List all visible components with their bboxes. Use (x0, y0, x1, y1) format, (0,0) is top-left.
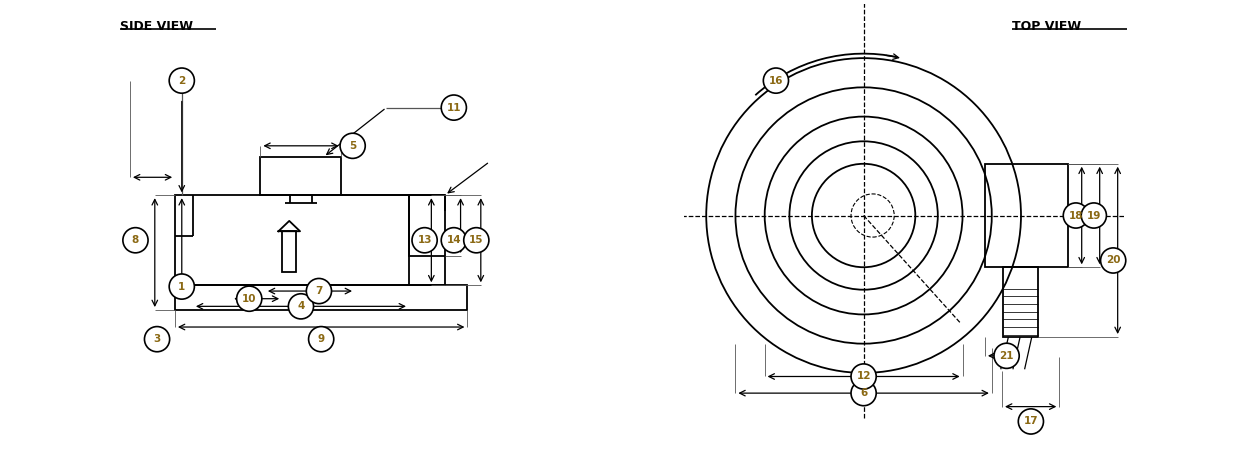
Circle shape (144, 327, 170, 352)
Text: 3: 3 (154, 334, 160, 344)
Text: 16: 16 (768, 76, 783, 86)
Bar (175, 195, 408, 285)
Circle shape (1019, 409, 1044, 434)
Bar (282, 231, 297, 272)
Circle shape (851, 364, 876, 389)
Circle shape (442, 95, 467, 120)
Circle shape (1081, 203, 1107, 228)
Text: 13: 13 (417, 235, 432, 245)
Text: 9: 9 (318, 334, 325, 344)
Text: 19: 19 (1087, 211, 1101, 220)
Text: 7: 7 (315, 286, 323, 296)
Text: 4: 4 (298, 301, 304, 311)
Circle shape (763, 68, 788, 93)
Circle shape (169, 274, 195, 299)
Text: TOP VIEW: TOP VIEW (1011, 20, 1081, 33)
Text: 21: 21 (999, 351, 1014, 361)
Circle shape (169, 68, 195, 93)
Circle shape (307, 278, 331, 304)
Text: 14: 14 (447, 235, 462, 245)
Text: SIDE VIEW: SIDE VIEW (120, 20, 194, 33)
Circle shape (994, 343, 1019, 368)
Bar (985, 164, 1069, 267)
Circle shape (442, 228, 467, 253)
Bar (175, 285, 468, 310)
Circle shape (412, 228, 437, 253)
Circle shape (340, 133, 365, 158)
Circle shape (309, 327, 334, 352)
Text: 1: 1 (179, 282, 185, 292)
Text: 10: 10 (242, 294, 257, 304)
Bar (261, 157, 341, 195)
Circle shape (288, 294, 314, 319)
Text: 5: 5 (349, 141, 356, 151)
Circle shape (1101, 248, 1126, 273)
Text: 17: 17 (1024, 416, 1039, 426)
Circle shape (123, 228, 148, 253)
Text: 11: 11 (447, 103, 462, 113)
Circle shape (237, 286, 262, 311)
Bar (408, 195, 444, 256)
Text: 18: 18 (1069, 211, 1083, 220)
Circle shape (851, 381, 876, 406)
Text: 12: 12 (856, 371, 871, 382)
Text: 15: 15 (469, 235, 484, 245)
Bar (1003, 267, 1037, 337)
Text: 8: 8 (132, 235, 139, 245)
Text: 20: 20 (1106, 256, 1121, 266)
Text: 6: 6 (860, 388, 867, 398)
Text: 2: 2 (179, 76, 185, 86)
Circle shape (1064, 203, 1088, 228)
Circle shape (464, 228, 489, 253)
